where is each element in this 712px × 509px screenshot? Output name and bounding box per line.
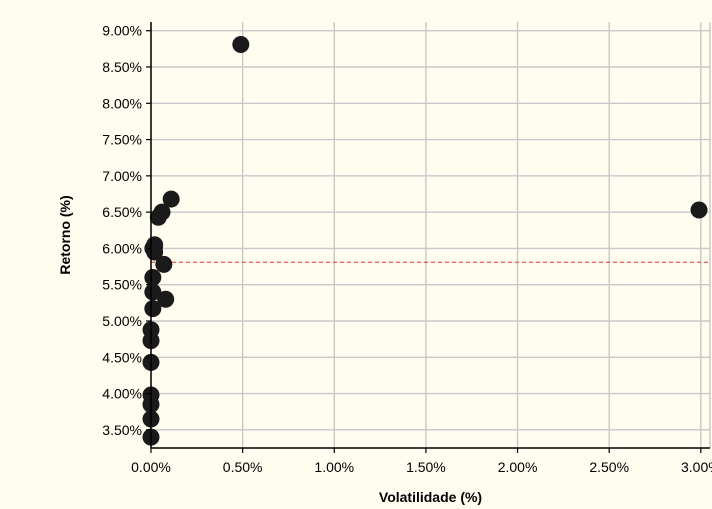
y-tick-label: 3.50% — [102, 422, 142, 438]
x-tick-label: 2.50% — [589, 459, 629, 475]
y-tick-labels: 3.50% 4.00% 4.50% 5.00% 5.50% 6.00% 6.50% 7.00%… — [102, 23, 142, 438]
x-tick-label: 2.00% — [498, 459, 538, 475]
y-tick-label: 6.00% — [102, 240, 142, 256]
x-tick-label: 0.00% — [131, 459, 171, 475]
y-tick-label: 4.00% — [102, 386, 142, 402]
data-point — [232, 35, 250, 53]
x-tick-label: 0.50% — [223, 459, 263, 475]
y-tick-label: 5.50% — [102, 277, 142, 293]
y-tick-label: 4.50% — [102, 349, 142, 365]
y-tick-label: 8.50% — [102, 59, 142, 75]
y-tick-label: 8.00% — [102, 95, 142, 111]
data-point — [162, 190, 180, 208]
y-tick-label: 7.50% — [102, 132, 142, 148]
x-tick-labels: 0.00% 0.50% 1.00% 1.50% 2.00% 2.50% 3.00% — [131, 459, 712, 475]
plot-area — [151, 22, 710, 448]
data-point — [144, 268, 162, 286]
data-point — [144, 300, 162, 318]
grid-lines — [150, 22, 711, 448]
data-point — [157, 290, 175, 308]
x-tick-label: 3.00% — [681, 459, 712, 475]
y-tick-label: 6.50% — [102, 204, 142, 220]
y-tick-label: 7.00% — [102, 168, 142, 184]
x-tick-label: 1.50% — [406, 459, 446, 475]
data-point — [144, 283, 162, 301]
data-point — [155, 255, 173, 273]
data-point — [149, 208, 167, 226]
y-axis-title: Retorno (%) — [57, 195, 73, 274]
y-tick-label: 9.00% — [102, 23, 142, 39]
x-tick-label: 1.00% — [314, 459, 354, 475]
data-point — [690, 201, 708, 219]
y-tick-label: 5.00% — [102, 313, 142, 329]
axes — [146, 22, 710, 453]
x-axis-title: Volatilidade (%) — [379, 489, 482, 505]
